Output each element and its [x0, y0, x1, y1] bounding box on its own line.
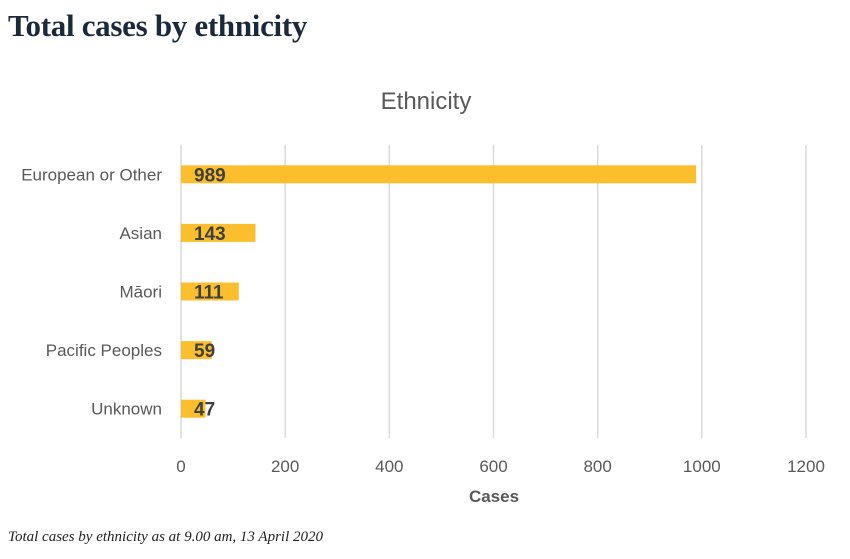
page-heading: Total cases by ethnicity	[8, 8, 308, 43]
bar-3	[181, 341, 212, 360]
category-label-0: European or Other	[21, 165, 162, 184]
bar-2	[181, 282, 239, 301]
bar-4	[181, 399, 206, 418]
bars	[181, 165, 697, 418]
data-label-0: 989	[194, 165, 226, 186]
category-labels: European or Other Asian Māori Pacific Peopl…	[21, 165, 162, 418]
x-tick-label-5: 1000	[683, 457, 721, 476]
x-axis-title: Cases	[469, 487, 519, 506]
x-tick-label-1: 200	[271, 457, 299, 476]
chart-caption: Total cases by ethnicity as at 9.00 am, …	[8, 529, 323, 545]
category-label-3: Pacific Peoples	[46, 341, 162, 360]
ethnicity-bar-chart: Ethnicity European or Other Asian Māori Pac…	[21, 88, 825, 506]
x-tick-label-4: 800	[583, 457, 611, 476]
x-tick-label-2: 400	[375, 457, 403, 476]
x-tick-label-6: 1200	[787, 457, 825, 476]
category-label-4: Unknown	[91, 400, 162, 419]
data-label-4: 47	[194, 400, 215, 421]
category-label-1: Asian	[119, 224, 162, 243]
gridlines	[180, 145, 807, 438]
bar-1	[181, 223, 256, 242]
x-tick-label-3: 600	[479, 457, 507, 476]
bar-0	[181, 165, 697, 184]
category-label-2: Māori	[119, 283, 162, 302]
chart-title: Ethnicity	[381, 88, 472, 115]
x-tick-label-0: 0	[176, 457, 185, 476]
data-label-1: 143	[194, 224, 226, 245]
data-labels: 989 143 111 59 47	[194, 165, 226, 420]
data-label-3: 59	[194, 341, 215, 362]
x-tick-labels: 0 200 400 600 800 1000 1200	[176, 457, 825, 476]
data-label-2: 111	[194, 283, 224, 304]
